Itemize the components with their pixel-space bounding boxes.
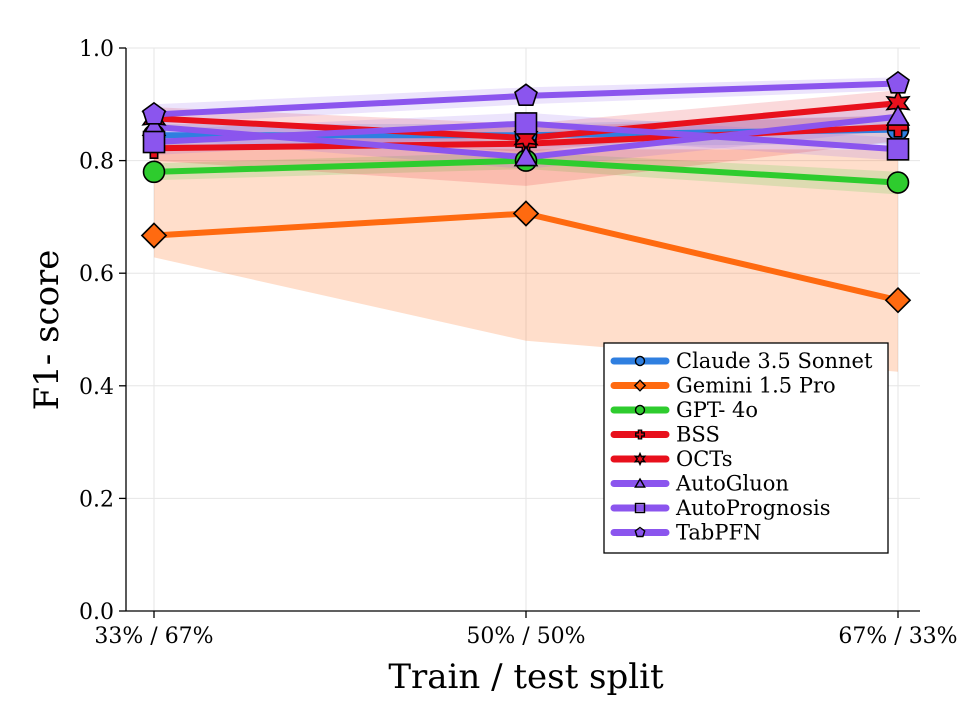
data-point-gemini-1-5-pro xyxy=(884,286,912,314)
legend-label-octs: OCTs xyxy=(676,447,733,471)
data-point-autoprognosis xyxy=(886,138,910,161)
x-tick-label: 33% / 67% xyxy=(94,624,213,649)
marker-layer xyxy=(140,70,912,314)
legend-label-autoprognosis: AutoPrognosis xyxy=(675,496,830,520)
data-point-tabpfn xyxy=(514,83,538,106)
data-point-autogluon xyxy=(885,104,911,126)
band-autogluon xyxy=(154,104,898,170)
y-tick-label: 0.6 xyxy=(79,262,114,287)
legend-box xyxy=(603,342,889,554)
data-point-gpt-4o xyxy=(886,171,910,194)
band-gemini-1-5-pro xyxy=(154,143,898,372)
legend-marker-bss xyxy=(635,429,645,440)
legend-label-bss: BSS xyxy=(676,423,720,447)
y-tick-label: 0.0 xyxy=(79,600,114,625)
legend-label-gemini-1-5-pro: Gemini 1.5 Pro xyxy=(676,374,836,398)
x-axis-label: Train / test split xyxy=(388,657,664,697)
data-point-autogluon xyxy=(513,145,539,167)
legend-marker-claude-3-5-sonnet xyxy=(634,355,646,367)
data-point-gpt-4o xyxy=(142,160,166,184)
legend-marker-gpt-4o xyxy=(634,404,646,416)
legend-label-autogluon: AutoGluon xyxy=(675,472,789,496)
x-tick-label: 67% / 33% xyxy=(838,624,957,649)
y-tick-label: 0.4 xyxy=(79,375,114,400)
legend-marker-autogluon xyxy=(634,477,646,488)
data-point-autoprognosis xyxy=(142,130,166,154)
y-axis-label: F1- score xyxy=(27,250,67,411)
y-tick-label: 0.2 xyxy=(79,487,114,512)
band-gpt-4o xyxy=(154,152,898,195)
y-tick-label: 1.0 xyxy=(79,37,114,62)
legend-marker-gemini-1-5-pro xyxy=(633,379,647,392)
band-autoprognosis xyxy=(154,112,898,161)
data-point-tabpfn xyxy=(886,70,910,94)
legend-label-claude-3-5-sonnet: Claude 3.5 Sonnet xyxy=(676,349,873,373)
legend-marker-tabpfn xyxy=(634,526,646,538)
legend-marker-autoprognosis xyxy=(634,502,646,514)
data-point-autoprognosis xyxy=(514,112,538,135)
axis-layer: 0.0 0.2 0.4 0.6 0.8 1.0 33% / 67% 50% / 50% 67% … xyxy=(79,37,958,649)
legend-marker-octs xyxy=(633,451,647,467)
legend-label-gpt-4o: GPT- 4o xyxy=(676,398,758,422)
data-point-tabpfn xyxy=(142,101,166,125)
x-tick-label: 50% / 50% xyxy=(466,624,585,649)
y-tick-label: 0.8 xyxy=(79,150,114,175)
data-point-gemini-1-5-pro xyxy=(512,200,540,227)
data-point-gemini-1-5-pro xyxy=(140,222,168,249)
legend-label-tabpfn: TabPFN xyxy=(676,521,761,545)
